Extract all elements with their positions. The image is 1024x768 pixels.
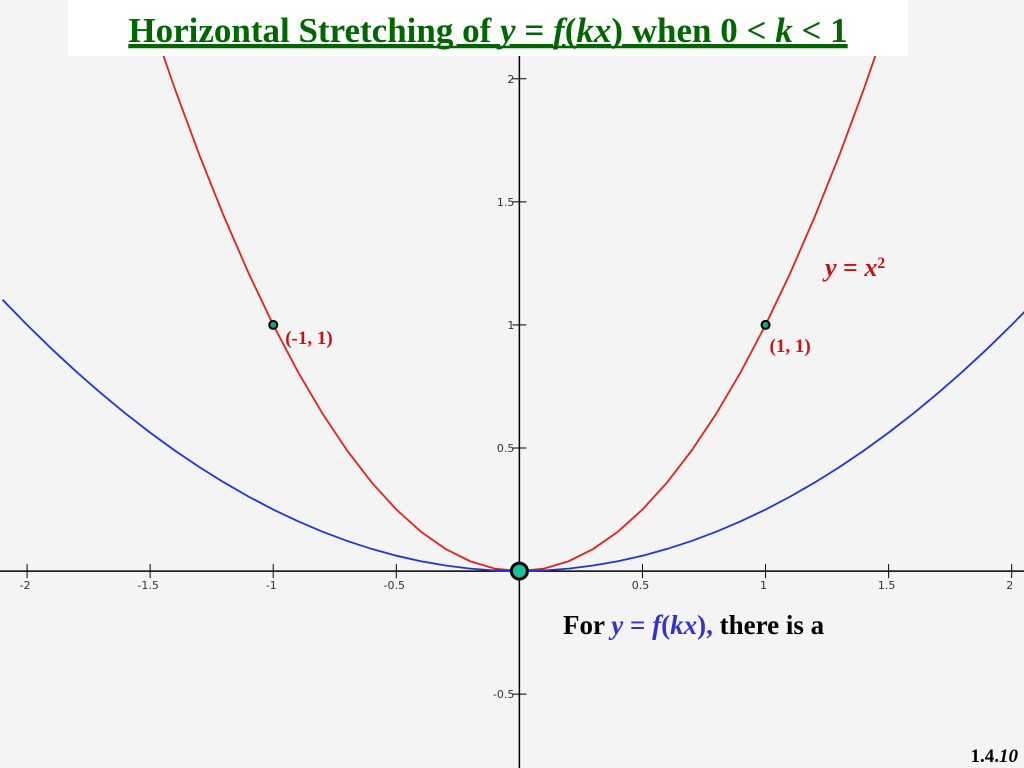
slide-number-part: 10 bbox=[999, 746, 1019, 767]
y-tick-label: 1 bbox=[507, 319, 514, 332]
point bbox=[268, 319, 279, 330]
curve-label-part: = bbox=[837, 253, 865, 282]
y-tick-label: 0.5 bbox=[497, 442, 515, 455]
slide-number: 1.4.10 bbox=[971, 746, 1019, 767]
chart-title-part: = bbox=[516, 11, 553, 50]
caption: For y = f(kx), there is a bbox=[563, 610, 825, 640]
x-tick-label: -1.5 bbox=[137, 579, 158, 592]
y-tick-label: 2 bbox=[507, 73, 514, 86]
caption-part: ( bbox=[661, 610, 670, 640]
chart-title-part: y bbox=[496, 11, 516, 50]
x-tick-label: 1.5 bbox=[878, 579, 896, 592]
point bbox=[760, 319, 771, 330]
chart-title-part: f bbox=[553, 11, 568, 50]
x-tick-label: 1 bbox=[760, 579, 767, 592]
point-label: (1, 1) bbox=[770, 336, 811, 357]
point-label: (-1, 1) bbox=[285, 328, 332, 349]
x-tick-label: 2 bbox=[1006, 579, 1013, 592]
slide-number-part: 1.4. bbox=[971, 746, 1000, 767]
caption-part: = bbox=[623, 610, 652, 640]
y-tick-label: -0.5 bbox=[493, 688, 514, 701]
x-tick-label: 0.5 bbox=[632, 579, 650, 592]
chart-title-part: k bbox=[775, 11, 793, 50]
x-tick-label: -2 bbox=[20, 579, 31, 592]
chart-title-part: Horizontal Stretching of bbox=[128, 11, 500, 50]
curve-label-part: x bbox=[863, 253, 877, 282]
point bbox=[509, 561, 529, 581]
chart-title: Horizontal Stretching of y = f(kx) when … bbox=[128, 11, 847, 50]
chart-title-part: ( bbox=[565, 11, 577, 50]
x-tick-label: -0.5 bbox=[384, 579, 405, 592]
caption-part: kx bbox=[670, 610, 697, 640]
caption-part: there is a bbox=[713, 610, 825, 640]
curve-label: y = x2 bbox=[822, 253, 885, 282]
caption-part: y bbox=[608, 610, 624, 640]
curve-label-part: y bbox=[822, 253, 837, 282]
chart-title-part: < 1 bbox=[793, 11, 848, 50]
caption-part: For bbox=[563, 610, 611, 640]
curve-label-part: 2 bbox=[877, 255, 885, 272]
caption-part: ), bbox=[697, 610, 713, 640]
y-tick-label: 1.5 bbox=[497, 196, 515, 209]
chart-title-part: ) when 0 < bbox=[611, 11, 775, 50]
chart-title-part: kx bbox=[576, 11, 611, 50]
x-tick-label: -1 bbox=[266, 579, 277, 592]
